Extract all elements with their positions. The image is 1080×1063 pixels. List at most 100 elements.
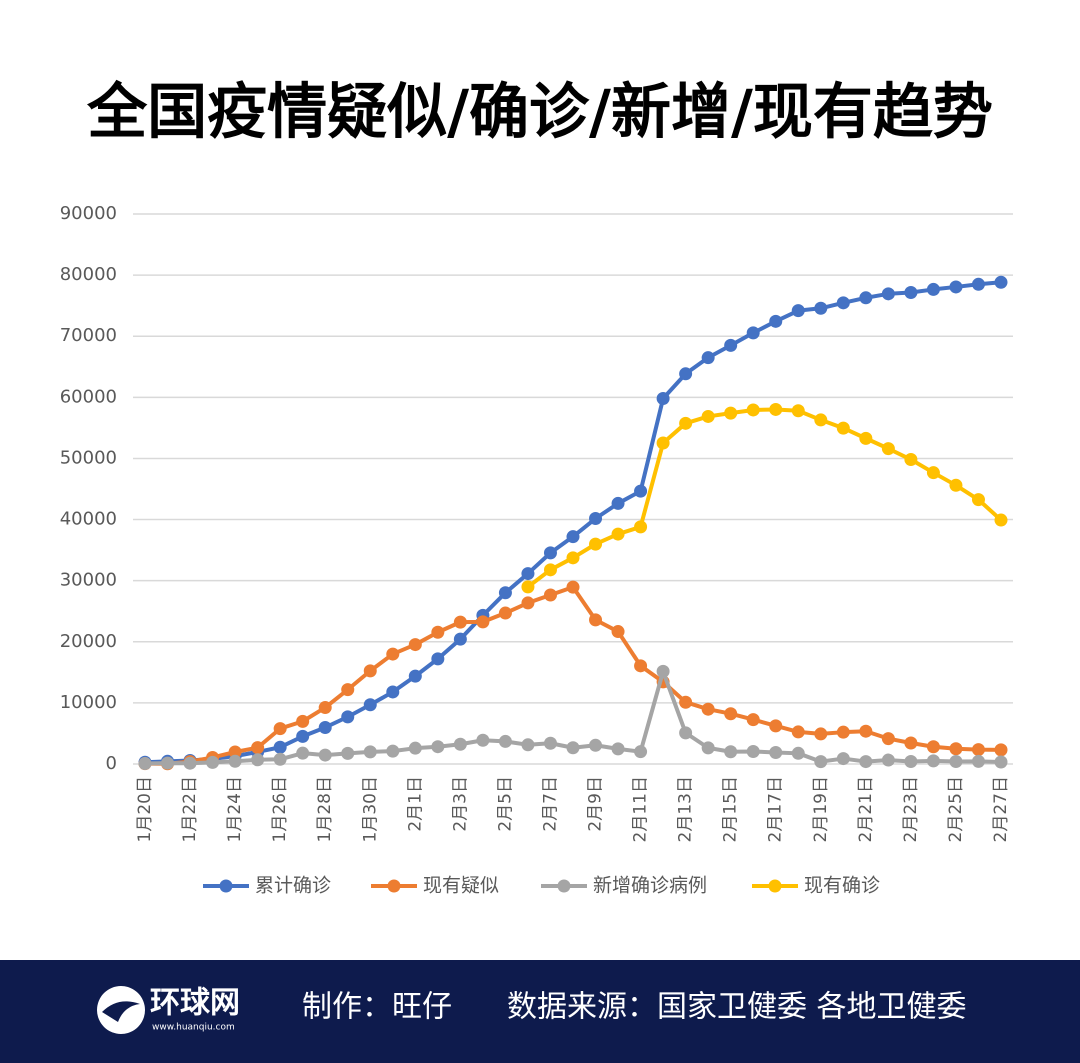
y-tick-label: 10000 [60, 692, 117, 713]
x-tick-label: 2月19日 [811, 776, 831, 842]
y-tick-label: 20000 [60, 631, 117, 652]
x-tick-label: 2月7日 [540, 776, 560, 832]
data-point [341, 710, 355, 724]
data-point [206, 755, 220, 769]
data-point [949, 742, 963, 756]
y-tick-label: 70000 [60, 325, 117, 346]
data-point [949, 755, 963, 769]
data-point [318, 748, 332, 762]
data-point [183, 756, 197, 770]
data-point [881, 287, 895, 301]
series-line [526, 407, 1003, 589]
x-tick-label: 1月22日 [180, 776, 200, 842]
y-tick-label: 80000 [60, 264, 117, 285]
data-point [881, 753, 895, 767]
x-tick-label: 1月20日 [135, 776, 155, 842]
data-point [724, 406, 738, 420]
data-point [566, 741, 580, 755]
data-point [341, 683, 355, 697]
data-point [476, 615, 490, 629]
data-point [859, 431, 873, 445]
data-point [994, 275, 1008, 289]
data-point [769, 719, 783, 733]
y-tick-label: 90000 [60, 203, 117, 224]
x-tick-label: 2月17日 [766, 776, 786, 842]
data-point [589, 738, 603, 752]
data-point [543, 588, 557, 602]
data-point [814, 727, 828, 741]
data-point [814, 755, 828, 769]
data-point [318, 720, 332, 734]
data-point [251, 741, 265, 755]
x-tick-label: 1月28日 [315, 776, 335, 842]
x-tick-label: 2月9日 [586, 776, 606, 832]
data-point [656, 436, 670, 450]
data-point [521, 567, 535, 581]
logo-mark [102, 1001, 140, 1022]
data-point [521, 738, 535, 752]
data-point [836, 421, 850, 435]
x-tick-label: 2月15日 [721, 776, 741, 842]
x-tick-label: 2月13日 [676, 776, 696, 842]
data-point [949, 478, 963, 492]
data-point [611, 496, 625, 510]
x-tick-label: 1月24日 [225, 776, 245, 842]
data-point [746, 403, 760, 417]
y-tick-label: 60000 [60, 386, 117, 407]
data-point [431, 740, 445, 754]
data-point [926, 754, 940, 768]
data-point [566, 580, 580, 594]
data-point [904, 736, 918, 750]
data-point [634, 520, 648, 534]
data-point [498, 606, 512, 620]
data-point [971, 743, 985, 757]
data-point [791, 725, 805, 739]
x-tick-label: 2月5日 [495, 776, 515, 832]
data-point [881, 732, 895, 746]
data-point [566, 551, 580, 565]
data-point [453, 632, 467, 646]
data-point [746, 713, 760, 727]
data-point [363, 745, 377, 759]
data-point [634, 745, 648, 759]
data-point [926, 282, 940, 296]
data-point [543, 736, 557, 750]
data-point [634, 484, 648, 498]
legend-label: 现有确诊 [804, 875, 880, 897]
data-point [656, 664, 670, 678]
legend-label: 新增确诊病例 [593, 875, 707, 897]
data-point [724, 338, 738, 352]
data-point [769, 402, 783, 416]
data-point [521, 580, 535, 594]
data-point [543, 563, 557, 577]
data-point [836, 725, 850, 739]
x-tick-label: 2月11日 [631, 776, 651, 842]
x-tick-label: 2月21日 [856, 776, 876, 842]
data-point [589, 512, 603, 526]
data-point [453, 615, 467, 629]
y-tick-label: 30000 [60, 570, 117, 591]
data-point [859, 291, 873, 305]
data-point [701, 351, 715, 365]
data-point [904, 286, 918, 300]
data-point [161, 756, 175, 770]
data-point [679, 416, 693, 430]
data-point [453, 737, 467, 751]
data-point [251, 753, 265, 767]
data-point [701, 741, 715, 755]
data-point [791, 746, 805, 760]
y-tick-label: 0 [106, 753, 117, 774]
data-point [679, 367, 693, 381]
data-point [656, 392, 670, 406]
data-point [498, 586, 512, 600]
data-point [408, 638, 422, 652]
y-tick-label: 50000 [60, 447, 117, 468]
data-point [994, 743, 1008, 757]
data-point [386, 647, 400, 661]
data-point [589, 537, 603, 551]
data-point [724, 745, 738, 759]
data-point [228, 745, 242, 759]
data-point [589, 613, 603, 627]
data-point [814, 413, 828, 427]
